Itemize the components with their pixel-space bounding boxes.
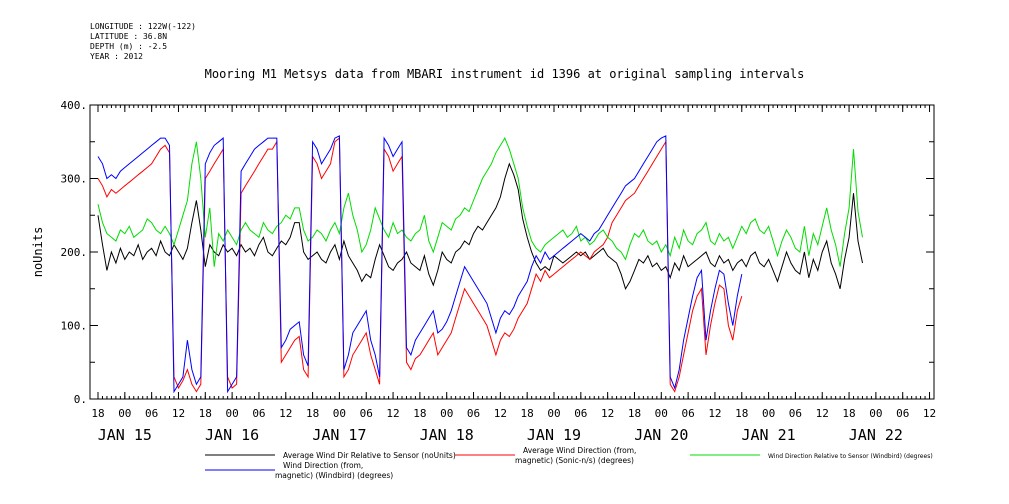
x-hour-label: 06 [467,407,480,420]
x-hour-label: 18 [521,407,534,420]
x-hour-label: 00 [225,407,238,420]
x-hour-label: 12 [172,407,185,420]
legend-label-2-line1: Average Wind Direction (from, [523,446,636,455]
x-hour-label: 18 [306,407,319,420]
x-hour-label: 18 [91,407,104,420]
series-line-3 [97,136,863,267]
y-tick-label: 0. [74,393,87,406]
year-label: YEAR : 2012 [90,52,143,61]
series-line-1 [97,162,863,291]
x-hour-label: 12 [279,407,292,420]
x-hour-label: 00 [440,407,453,420]
x-hour-label: 12 [494,407,507,420]
x-hour-label: 18 [842,407,855,420]
x-hour-label: 06 [574,407,587,420]
x-day-label: JAN 15 [98,426,152,444]
y-axis-label: noUnits [31,227,45,278]
legend-label-3: Wind Direction Relative to Sensor (Windb… [768,453,933,460]
x-hour-label: 00 [762,407,775,420]
legend: Average Wind Dir Relative to Sensor (noU… [205,446,933,480]
x-hour-label: 06 [252,407,265,420]
x-hour-label: 00 [547,407,560,420]
x-hour-label: 18 [628,407,641,420]
legend-label-1: Average Wind Dir Relative to Sensor (noU… [283,451,456,460]
x-hour-label: 00 [118,407,131,420]
series-layer [97,135,863,394]
x-day-label: JAN 19 [527,426,581,444]
axis-layer: 0. 100. 200. 300. 400. 18 00 06 12 18 00 06 12 18 00 06… [61,99,937,444]
y-tick-label: 400. [61,99,88,112]
x-hour-label: 00 [655,407,668,420]
y-tick-label: 300. [61,173,88,186]
x-hour-label: 00 [333,407,346,420]
x-day-label: JAN 17 [312,426,366,444]
series-line-4 [97,135,743,394]
x-hour-label: 06 [681,407,694,420]
legend-label-4-line1: Wind Direction (from, [283,461,363,470]
x-day-label: JAN 16 [205,426,259,444]
x-hour-label: 12 [708,407,721,420]
x-hour-label: 18 [199,407,212,420]
x-day-label: JAN 21 [741,426,795,444]
x-hour-label: 12 [816,407,829,420]
x-day-label: JAN 22 [849,426,903,444]
x-hour-label: 06 [789,407,802,420]
latitude-label: LATITUDE : 36.8N [90,32,168,41]
x-hour-label: 18 [413,407,426,420]
legend-label-4-line2: magnetic) (Windbird) (degrees) [275,471,393,480]
legend-label-2-line2: magnetic) (Sonic-n/s) (degrees) [515,456,634,465]
x-hour-label: 12 [923,407,936,420]
depth-label: DEPTH (m) : -2.5 [90,42,168,51]
x-hour-label: 12 [601,407,614,420]
x-hour-label: 06 [896,407,909,420]
y-tick-label: 200. [61,246,88,259]
longitude-label: LONGITUDE : 122W(-122) [90,22,196,31]
metadata-block: LONGITUDE : 122W(-122) LATITUDE : 36.8N … [90,22,196,62]
chart-title: Mooring M1 Metsys data from MBARI instru… [204,67,805,81]
x-day-label: JAN 18 [420,426,474,444]
x-hour-label: 00 [869,407,882,420]
x-hour-label: 12 [386,407,399,420]
series-line-2 [97,137,743,393]
x-hour-label: 06 [360,407,373,420]
x-hour-label: 18 [735,407,748,420]
x-day-label: JAN 20 [634,426,688,444]
x-hour-label: 06 [145,407,158,420]
y-tick-label: 100. [61,320,88,333]
